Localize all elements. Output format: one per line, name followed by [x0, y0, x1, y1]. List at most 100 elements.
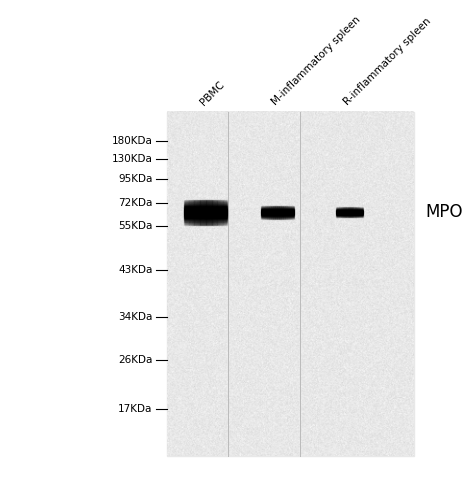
Bar [197, 200, 198, 225]
Bar [207, 200, 208, 225]
Bar [278, 206, 279, 218]
Bar [262, 206, 263, 218]
Bar [220, 200, 221, 225]
Bar [340, 207, 341, 217]
Bar [291, 206, 292, 218]
Bar [184, 200, 185, 225]
Bar [273, 206, 274, 218]
Bar [205, 200, 206, 225]
Bar [290, 206, 291, 218]
Bar [213, 200, 214, 225]
Bar [293, 206, 294, 218]
Bar [196, 200, 197, 225]
Bar [352, 207, 353, 217]
Bar [224, 200, 225, 225]
Bar [217, 200, 218, 225]
Bar [292, 206, 293, 218]
Bar [204, 200, 205, 225]
Bar [337, 207, 338, 217]
Bar [225, 200, 226, 225]
Text: 43KDa: 43KDa [118, 265, 152, 276]
Bar [200, 200, 201, 225]
Bar [357, 207, 358, 217]
Bar [283, 206, 284, 218]
Text: 95KDa: 95KDa [118, 174, 152, 184]
Bar [263, 206, 264, 218]
Bar [354, 207, 355, 217]
Bar [222, 200, 223, 225]
Bar [212, 200, 213, 225]
Bar [285, 206, 286, 218]
Bar [282, 206, 283, 218]
Bar [351, 207, 352, 217]
Bar [268, 206, 269, 218]
Bar [201, 200, 202, 225]
Bar [211, 200, 212, 225]
Bar [209, 200, 210, 225]
Bar [353, 207, 354, 217]
Bar [279, 206, 280, 218]
Bar [186, 200, 187, 225]
Bar [214, 200, 215, 225]
Bar [187, 200, 188, 225]
Bar [350, 207, 351, 217]
Text: 180KDa: 180KDa [112, 136, 152, 145]
Bar [188, 200, 189, 225]
Text: M-inflammatory spleen: M-inflammatory spleen [270, 15, 363, 107]
Bar [341, 207, 342, 217]
Bar [192, 200, 193, 225]
Bar [269, 206, 270, 218]
Bar [190, 200, 191, 225]
Bar [203, 200, 204, 225]
Bar [362, 207, 363, 217]
Bar [210, 200, 211, 225]
Text: R-inflammatory spleen: R-inflammatory spleen [342, 16, 433, 107]
Bar [289, 206, 290, 218]
Bar [275, 206, 276, 218]
Bar [276, 206, 277, 218]
Bar [281, 206, 282, 218]
Bar [267, 206, 268, 218]
Bar [272, 206, 273, 218]
Bar [189, 200, 190, 225]
Bar [336, 207, 337, 217]
Bar [286, 206, 287, 218]
Text: MPO: MPO [425, 204, 463, 221]
Bar [287, 206, 288, 218]
Bar [284, 206, 285, 218]
Bar [359, 207, 360, 217]
Bar [355, 207, 356, 217]
Bar [274, 206, 275, 218]
Bar [339, 207, 340, 217]
Text: 130KDa: 130KDa [112, 154, 152, 164]
Bar [346, 207, 347, 217]
Bar [270, 206, 271, 218]
Bar [264, 206, 265, 218]
Bar [226, 200, 227, 225]
Bar [260, 206, 261, 218]
Text: 72KDa: 72KDa [118, 198, 152, 208]
Bar [271, 206, 272, 218]
Bar [191, 200, 192, 225]
Bar [342, 207, 343, 217]
Bar [193, 200, 194, 225]
Bar [360, 207, 361, 217]
Bar [215, 200, 216, 225]
Text: 26KDa: 26KDa [118, 355, 152, 365]
Bar [218, 200, 219, 225]
Bar [194, 200, 195, 225]
Bar [167, 111, 414, 456]
Bar [266, 206, 267, 218]
Bar [344, 207, 345, 217]
Bar [345, 207, 346, 217]
Bar [221, 200, 222, 225]
Text: PBMC: PBMC [198, 79, 227, 107]
Bar [195, 200, 196, 225]
Bar [208, 200, 209, 225]
Bar [199, 200, 200, 225]
Bar [185, 200, 186, 225]
Bar [288, 206, 289, 218]
Bar [223, 200, 224, 225]
Bar [343, 207, 344, 217]
Bar [261, 206, 262, 218]
